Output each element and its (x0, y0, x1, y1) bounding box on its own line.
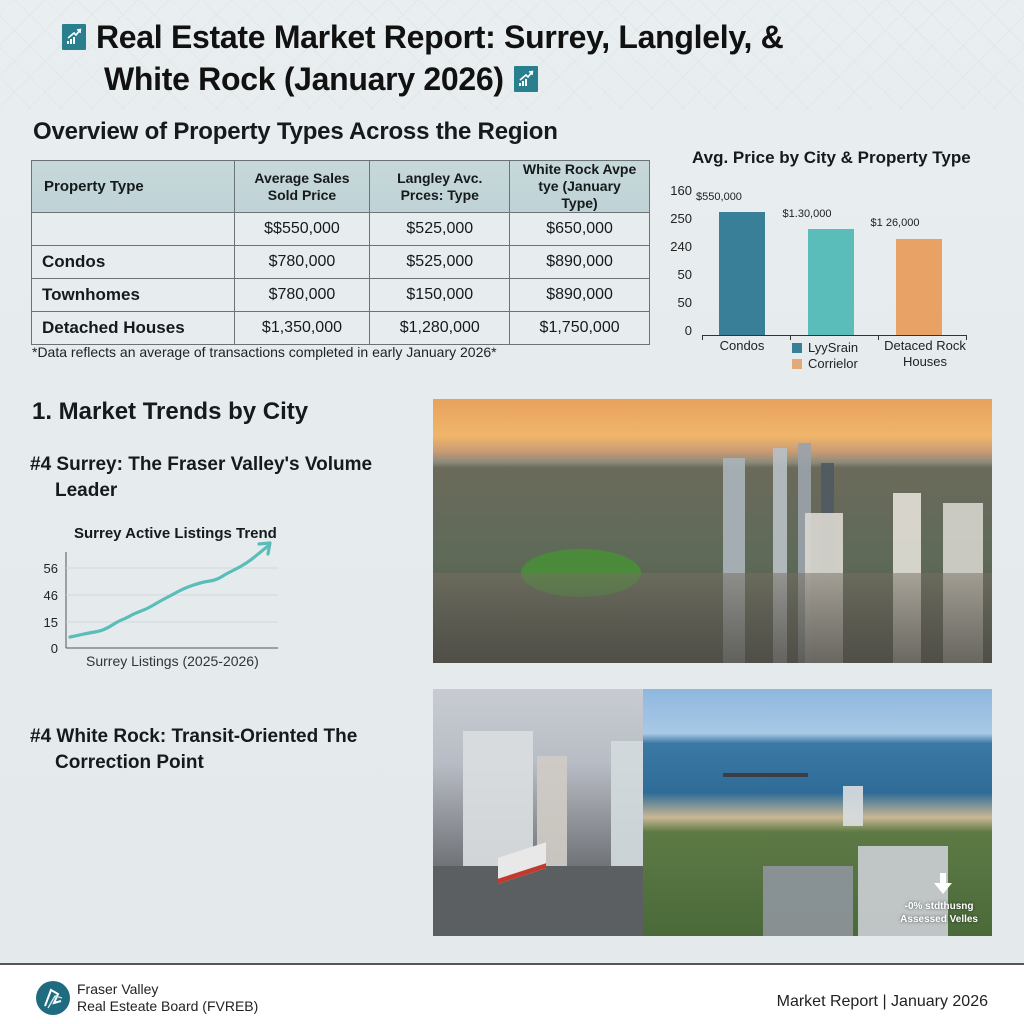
chart-trend-icon (513, 66, 538, 92)
table-row: Condos $780,000 $525,000 $890,000 (31, 245, 650, 279)
table-row: $$550,000 $525,000 $650,000 (31, 212, 650, 246)
white-rock-transit-photo (433, 689, 643, 936)
table-header-row: Property Type Average Sales Sold Price L… (31, 160, 650, 213)
property-types-table: Property Type Average Sales Sold Price L… (31, 160, 650, 345)
pier (723, 773, 808, 777)
org-line-2: Real Esteate Board (FVREB) (77, 998, 259, 1014)
x-axis-label: Surrey Listings (2025-2026) (86, 653, 259, 669)
cell-average-price: $780,000 (233, 245, 371, 279)
market-trends-heading: 1. Market Trends by City (32, 398, 309, 425)
x-axis-tick (878, 335, 879, 340)
chart-trend-icon (62, 24, 86, 50)
bar-value-label: $550,000 (696, 191, 742, 203)
cell-langley-price: $525,000 (369, 245, 511, 279)
bar-detached (896, 239, 942, 335)
cell-langley-price: $1,280,000 (369, 311, 511, 345)
cell-average-price: $$550,000 (233, 212, 371, 246)
white-rock-heading: #4 White Rock: Transit-Oriented The Corr… (30, 724, 410, 776)
surrey-skyline-photo (433, 399, 992, 663)
fvreb-logo-icon (36, 981, 70, 1015)
report-label: Market Report | January 2026 (776, 993, 988, 1010)
chart-legend: LyySrain Corrielor (792, 340, 858, 372)
table-row: Townhomes $780,000 $150,000 $890,000 (31, 278, 650, 312)
cell-property-type (31, 212, 235, 246)
legend-label: LyySrain (808, 340, 859, 355)
white-rock-heading-line-1: #4 White Rock: Transit-Oriented The (30, 726, 358, 747)
report-page: Real Estate Market Report: Surrey, Langl… (0, 0, 1024, 960)
x-axis-tick (702, 335, 703, 340)
footer: Fraser Valley Real Esteate Board (FVREB)… (0, 963, 1024, 1024)
surrey-heading-line-2: Leader (55, 480, 118, 501)
line-chart-plot (65, 541, 278, 649)
bar-condos (719, 212, 765, 335)
white-rock-heading-line-2: Correction Point (55, 752, 204, 773)
photo-caption: -0% stdthusng Assessed Velles (900, 900, 978, 926)
x-axis-tick (790, 335, 791, 340)
chart-title: Avg. Price by City & Property Type (692, 148, 971, 167)
y-tick-label: 50 (677, 267, 692, 282)
title-line-2: White Rock (January 2026) (104, 61, 504, 97)
y-tick-label: 56 (43, 561, 58, 576)
organization-name: Fraser Valley Real Esteate Board (FVREB) (77, 981, 258, 1015)
y-tick-label: 46 (43, 588, 58, 603)
cell-property-type: Townhomes (31, 278, 235, 312)
y-tick-label: 50 (677, 295, 692, 310)
surrey-heading: #4 Surrey: The Fraser Valley's Volume Le… (30, 452, 410, 504)
tower (843, 786, 863, 826)
cell-langley-price: $150,000 (369, 278, 511, 312)
down-arrow-icon (934, 873, 952, 894)
white-rock-coast-photo: -0% stdthusng Assessed Velles (643, 689, 992, 936)
legend-label: Corrielor (808, 356, 858, 371)
cell-average-price: $1,350,000 (233, 311, 371, 345)
x-category-label: Condos (719, 338, 765, 353)
low-rise-district (433, 573, 992, 663)
page-title: Real Estate Market Report: Surrey, Langl… (62, 16, 882, 100)
header-background-pattern (0, 0, 1024, 110)
cell-property-type: Detached Houses (31, 311, 235, 345)
x-axis (702, 335, 967, 336)
surrey-listings-line-chart: Surrey Active Listings Trend 56 46 15 0 … (30, 520, 290, 675)
cell-property-type: Condos (31, 245, 235, 279)
y-tick-label: 240 (670, 239, 692, 254)
org-line-1: Fraser Valley (77, 981, 159, 997)
y-tick-label: 160 (670, 183, 692, 198)
house (763, 866, 853, 936)
legend-item: Corrielor (792, 356, 858, 372)
column-header: Property Type (31, 160, 235, 213)
column-header: Average Sales Sold Price (233, 160, 371, 213)
y-tick-label: 0 (50, 641, 58, 656)
y-tick-label: 250 (670, 211, 692, 226)
avg-price-bar-chart: Avg. Price by City & Property Type 160 2… (664, 144, 994, 374)
cell-white-rock-price: $650,000 (509, 212, 650, 246)
cell-white-rock-price: $1,750,000 (509, 311, 650, 345)
bar-middle (808, 229, 854, 335)
table-row: Detached Houses $1,350,000 $1,280,000 $1… (31, 311, 650, 345)
cell-average-price: $780,000 (233, 278, 371, 312)
caption-line-1: -0% stdthusng (904, 901, 974, 912)
y-tick-label: 0 (684, 323, 692, 338)
caption-line-2: Assessed Velles (900, 914, 978, 925)
bar-value-label: $1 26,000 (870, 217, 920, 229)
column-header: Langley Avc. Prces: Type (369, 160, 511, 213)
title-line-1: Real Estate Market Report: Surrey, Langl… (96, 19, 784, 55)
cell-langley-price: $525,000 (369, 212, 511, 246)
overview-title: Overview of Property Types Across the Re… (33, 118, 558, 145)
bar-value-label: $1.30,000 (782, 208, 832, 220)
table-footnote: *Data reflects an average of transaction… (32, 344, 497, 360)
x-axis-tick (966, 335, 967, 340)
x-category-label: Detaced Rock Houses (884, 338, 966, 369)
legend-swatch (792, 359, 802, 369)
legend-swatch (792, 343, 802, 353)
cell-white-rock-price: $890,000 (509, 245, 650, 279)
column-header: White Rock Avpe tye (January Type) (509, 160, 650, 213)
chart-title: Surrey Active Listings Trend (74, 525, 277, 542)
legend-item: LyySrain (792, 340, 858, 356)
house (858, 846, 948, 936)
street (433, 866, 643, 936)
cell-white-rock-price: $890,000 (509, 278, 650, 312)
surrey-heading-line-1: #4 Surrey: The Fraser Valley's Volume (30, 454, 373, 475)
y-tick-label: 15 (43, 615, 58, 630)
